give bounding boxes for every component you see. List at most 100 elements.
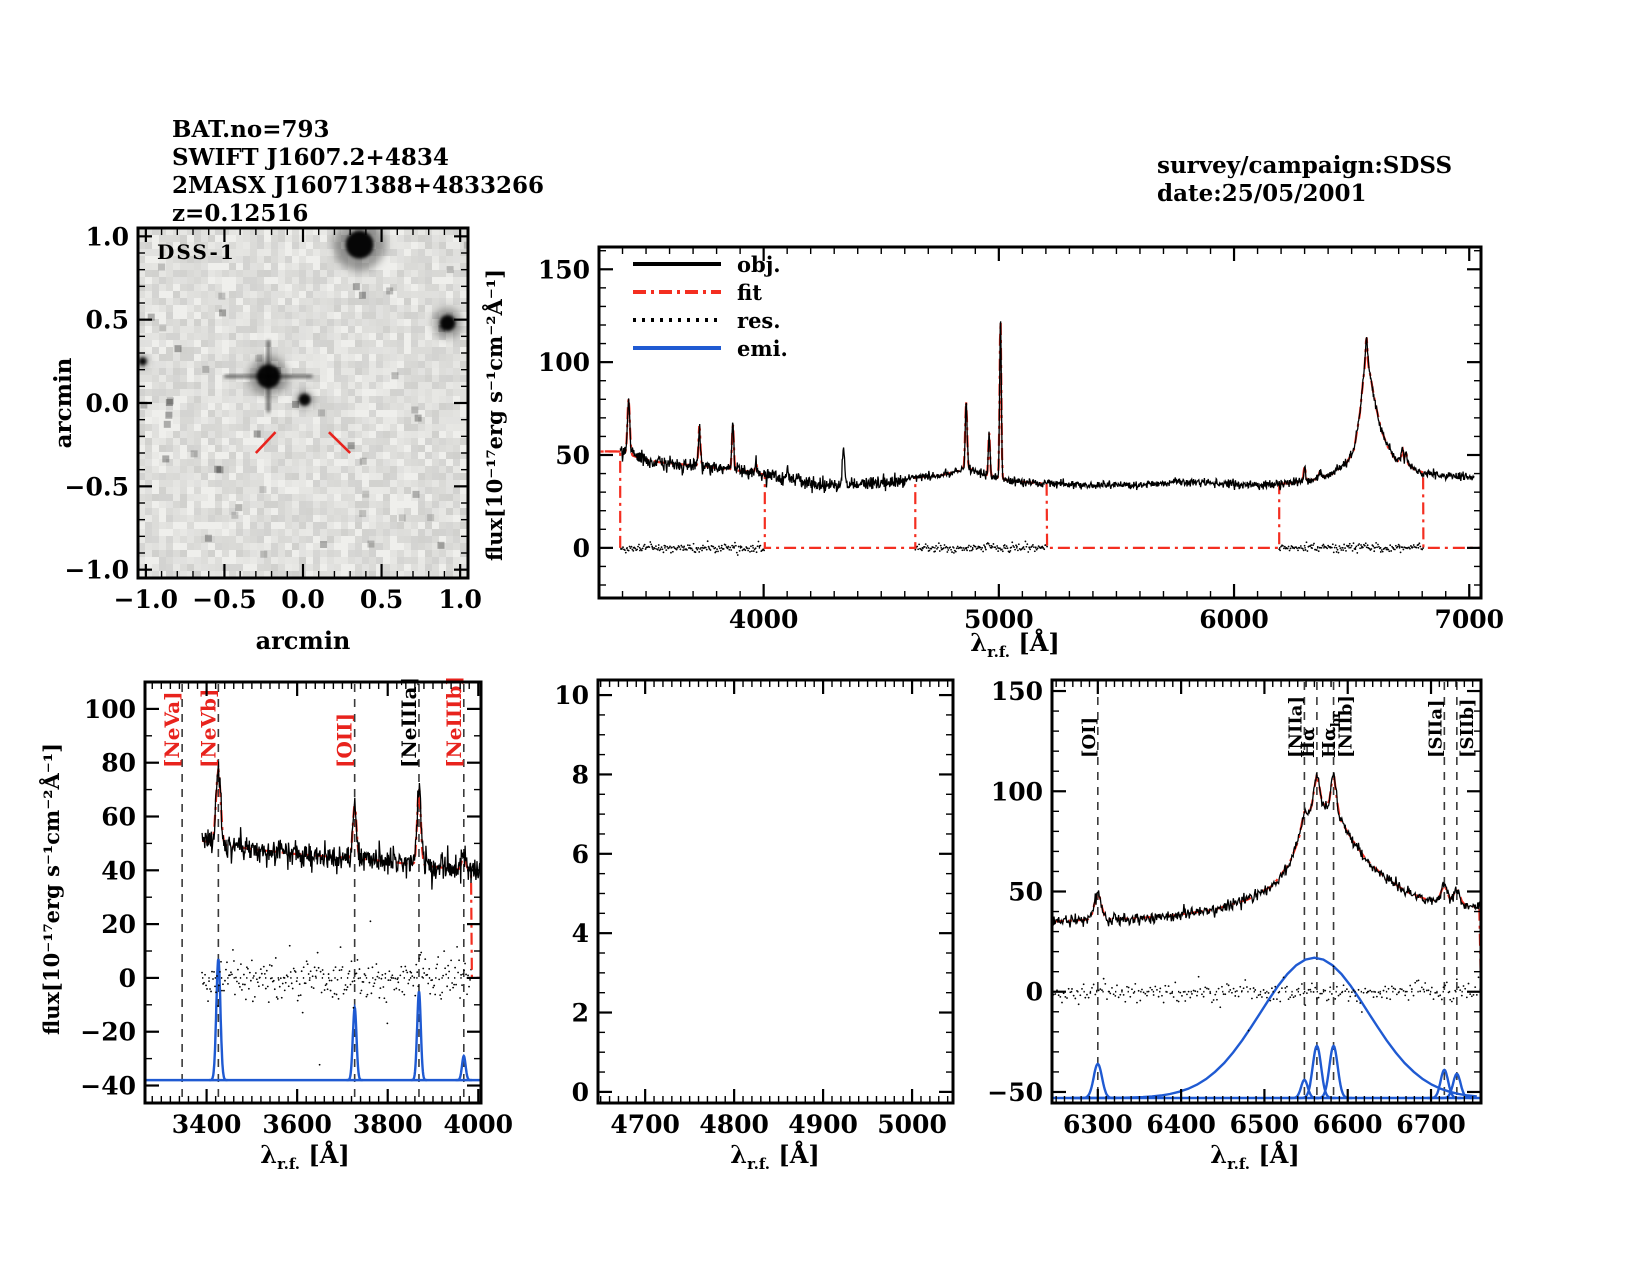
residual-dot [212, 978, 214, 980]
residual-dot [738, 549, 741, 552]
residual-dot [1385, 997, 1388, 1000]
residual-dot [1022, 546, 1025, 548]
residual-dot [331, 996, 334, 998]
residual-dot [1340, 991, 1343, 994]
residual-dot [229, 974, 231, 976]
residual-dot [420, 951, 423, 954]
residual-dot [292, 967, 295, 970]
residual-dot [625, 547, 628, 550]
residual-dot [690, 547, 693, 550]
object-2masx-name: 2MASX J16071388+4833266 [172, 172, 544, 199]
residual-dot [343, 988, 346, 991]
residual-dot [1455, 978, 1458, 981]
residual-dot [226, 961, 228, 964]
residual-dot [1396, 545, 1399, 548]
residual-dot [740, 546, 743, 548]
object-spectrum [1052, 772, 1481, 928]
residual-dot [351, 980, 354, 983]
residual-dot [1315, 997, 1318, 1000]
object-swift-name: SWIFT J1607.2+4834 [172, 144, 449, 171]
residual-dot [994, 546, 997, 549]
residual-dot [1307, 988, 1310, 991]
residual-dot [1281, 987, 1283, 990]
residual-dot [925, 547, 928, 549]
residual-dot [1359, 547, 1362, 550]
residual-dot [1028, 546, 1031, 549]
residual-dot [704, 546, 707, 549]
residual-dot [1246, 986, 1248, 988]
residual-dot [418, 957, 421, 960]
object-info: BAT.no=793 SWIFT J1607.2+4834 2MASX J160… [172, 116, 544, 228]
residual-dot [1304, 1004, 1307, 1007]
residual-dot [1358, 543, 1361, 545]
residual-dot [381, 973, 384, 976]
residual-dot [400, 965, 403, 968]
residual-dot [1391, 545, 1393, 548]
residual-dot [1221, 985, 1223, 988]
residual-dot [210, 990, 212, 993]
residual-dot [654, 547, 656, 550]
survey-info: survey/campaign:SDSS date:25/05/2001 [1157, 152, 1452, 208]
residual-dot [939, 544, 942, 547]
residual-dot [983, 544, 985, 547]
residual-dot [257, 985, 260, 988]
residual-dot [657, 544, 660, 546]
residual-dot [426, 973, 429, 976]
emission-line-label: [SIIa] [1425, 699, 1446, 758]
residual-dot [1450, 1000, 1453, 1003]
residual-dot [1107, 990, 1110, 993]
residual-dot [1410, 988, 1413, 990]
residual-dot [1134, 983, 1137, 985]
residual-dot [976, 547, 979, 550]
residual-dot [282, 976, 285, 979]
residual-dot [397, 981, 400, 984]
residual-dot [369, 920, 372, 923]
residual-dot [437, 956, 440, 958]
residual-dot [1289, 996, 1292, 999]
residual-dot [1192, 989, 1195, 992]
residual-dot [631, 548, 634, 551]
residual-dot [443, 950, 446, 953]
residual-dot [963, 549, 966, 551]
residual-dot [1247, 1029, 1250, 1032]
residual-dot [656, 548, 659, 551]
residual-dot [320, 991, 323, 994]
residual-dot [1032, 543, 1034, 546]
residual-dot [272, 979, 275, 982]
residual-dot [725, 546, 728, 548]
residual-dot [387, 979, 390, 982]
residual-dot [1310, 544, 1313, 546]
star [298, 393, 311, 406]
residual-dot [1297, 987, 1300, 990]
residual-dot [419, 953, 422, 956]
residual-dot [407, 982, 410, 985]
full-spectrum-panel: 4000 5000 6000 7000 0 50 100 150 [538, 245, 1504, 634]
y-tick-label: 0 [572, 1078, 589, 1107]
residual-dot [1317, 550, 1320, 553]
residual-dot [1364, 987, 1367, 990]
residual-dot [989, 546, 992, 549]
residual-dot [460, 973, 462, 976]
residual-dot [317, 966, 320, 969]
residual-dot [458, 959, 460, 962]
residual-dot [1382, 989, 1385, 992]
residual-dot [1326, 547, 1329, 550]
residual-dot [970, 549, 973, 552]
residual-dot [1343, 543, 1346, 546]
residual-dot [334, 966, 337, 968]
residual-dot [1421, 548, 1424, 551]
residual-dot [449, 989, 452, 991]
residual-dot [288, 944, 291, 947]
residual-dot [207, 1000, 209, 1003]
residual-dot [1066, 997, 1068, 999]
residual-dot [1389, 998, 1392, 1001]
object-bat-number: BAT.no=793 [172, 116, 330, 143]
residual-dot [365, 995, 368, 998]
residual-dot [1121, 989, 1123, 992]
residual-dot [444, 967, 447, 970]
residual-dot [1410, 545, 1412, 547]
residual-dot [1325, 999, 1328, 1002]
residual-dot [1311, 547, 1314, 550]
residual-dot [230, 971, 232, 974]
residual-dot [416, 971, 419, 974]
